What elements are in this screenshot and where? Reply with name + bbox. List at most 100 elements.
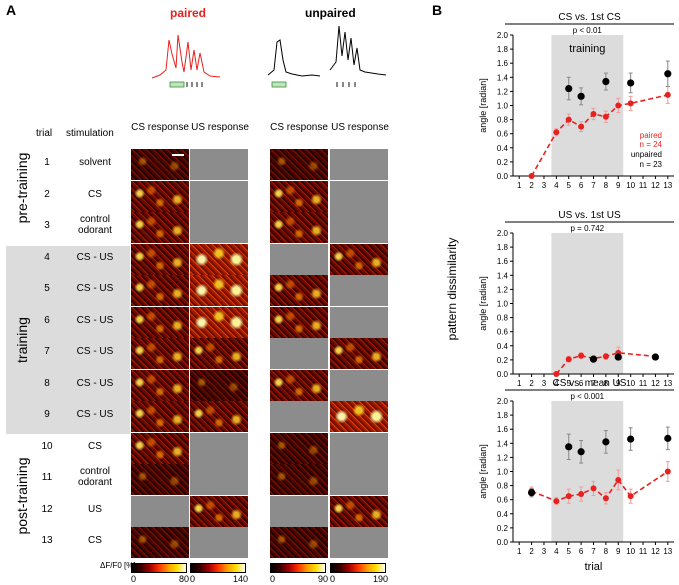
col-cs-paired: CS response [131,122,189,133]
y-tick-label: 0.2 [497,158,509,167]
trial-number: 3 [44,220,50,231]
panel-b-letter: B [432,2,443,18]
paired-point [602,353,609,360]
paired-trace [151,34,221,79]
response-tile [270,180,328,212]
unpaired-point [627,79,635,87]
y-tick-label: 0.2 [497,356,509,365]
response-tile [330,369,388,401]
paired-point [553,371,560,377]
paired-point [615,102,622,109]
p-value: p < 0.001 [571,392,605,401]
y-tick-label: 2.0 [497,397,509,406]
paired-point [602,495,609,502]
y-tick-label: 1.8 [497,45,509,54]
y-tick-label: 2.0 [497,229,509,238]
response-tile [190,212,248,243]
x-tick-label: 10 [626,379,635,388]
col-us-unpaired: US response [331,122,389,133]
response-tile [270,306,328,338]
response-tile [190,401,248,432]
y-tick-label: 0.6 [497,328,509,337]
unpaired-point [651,353,660,361]
unpaired-point [614,353,622,361]
x-tick-label: 7 [591,547,596,556]
x-tick-label: 12 [651,547,660,556]
chart-svg: CS vs. 1st CS p < 0.01 0.0 0.2 0.4 0.6 0.8 1.0 1… [478,12,674,573]
unpaired-point [664,70,672,78]
paired-point [664,468,671,475]
legend-unpaired: unpaired [631,150,662,159]
y-tick-label: 1.0 [497,468,509,477]
colorbar [131,563,187,573]
unpaired-point [589,355,598,363]
x-tick-label: 1 [517,181,522,190]
x-tick-label: 2 [529,181,534,190]
response-tile [131,306,189,338]
trial-number: 4 [44,251,50,263]
y-tick-label: 1.4 [497,73,509,82]
y-tick-label: 0.4 [497,144,509,153]
colorbar-min: 0 [190,574,196,584]
unpaired-point [602,77,610,86]
x-tick-label: 11 [639,547,648,556]
col-cs-unpaired: CS response [270,122,328,133]
response-tile [131,495,189,527]
chart-title: CS vs. 1st CS [558,12,621,23]
x-tick-label: 5 [567,379,572,388]
response-tile [131,432,189,464]
trial-stimulation: CS [88,188,102,200]
response-tile [270,464,328,495]
scale-bar [172,154,184,156]
unpaired-point [577,448,585,456]
response-tile [270,401,328,432]
y-tick-label: 0.4 [497,510,509,519]
response-tile [270,369,328,401]
trial-number: 5 [44,283,50,294]
unpaired-point [527,489,536,497]
y-tick-label: 0.4 [497,342,509,351]
paired-point [578,491,585,498]
colorbar [270,563,326,573]
response-tile [330,243,388,275]
colorbar-max: 140 [232,574,248,584]
trial-stimulation: CS - US [76,377,114,389]
response-tile [330,212,388,243]
response-tile [190,306,248,338]
x-tick-label: 10 [626,181,635,190]
colorbar-max: 190 [372,574,388,584]
y-tick-label: 0.6 [497,496,509,505]
response-tile [330,180,388,212]
chart-title: US vs. 1st US [558,210,621,221]
trial-number: 13 [41,535,53,546]
y-tick-label: 1.6 [497,425,509,434]
trial-stimulation: CS - US [76,251,114,263]
trial-number: 7 [44,346,50,357]
legend-paired-n: n = 24 [640,140,663,149]
response-tile [131,212,189,243]
paired-point [553,498,560,505]
y-tick-label: 1.2 [497,285,509,294]
training-label: training [569,43,605,55]
paired-point [565,116,572,123]
colorbar-min: 0 [330,574,336,584]
x-tick-label: 10 [626,547,635,556]
trial-stimulation: CS - US [76,409,114,420]
colorbar-min: 0 [270,574,276,584]
response-tile [270,338,328,369]
response-tile [330,527,388,558]
paired-point [565,356,572,363]
trial-number: 12 [41,503,53,515]
response-tile [131,338,189,369]
y-tick-label: 1.6 [497,257,509,266]
response-tile [190,495,248,527]
y-tick-label: 0.2 [497,524,509,533]
trial-number: 10 [41,440,53,452]
colorbar-min: 0 [131,574,137,584]
y-axis-label: angle [radian] [478,78,488,133]
x-tick-label: 7 [591,379,596,388]
legend-paired: paired [640,131,662,140]
response-tile [330,338,388,369]
training-shade [551,35,624,176]
training-shade [551,401,624,542]
